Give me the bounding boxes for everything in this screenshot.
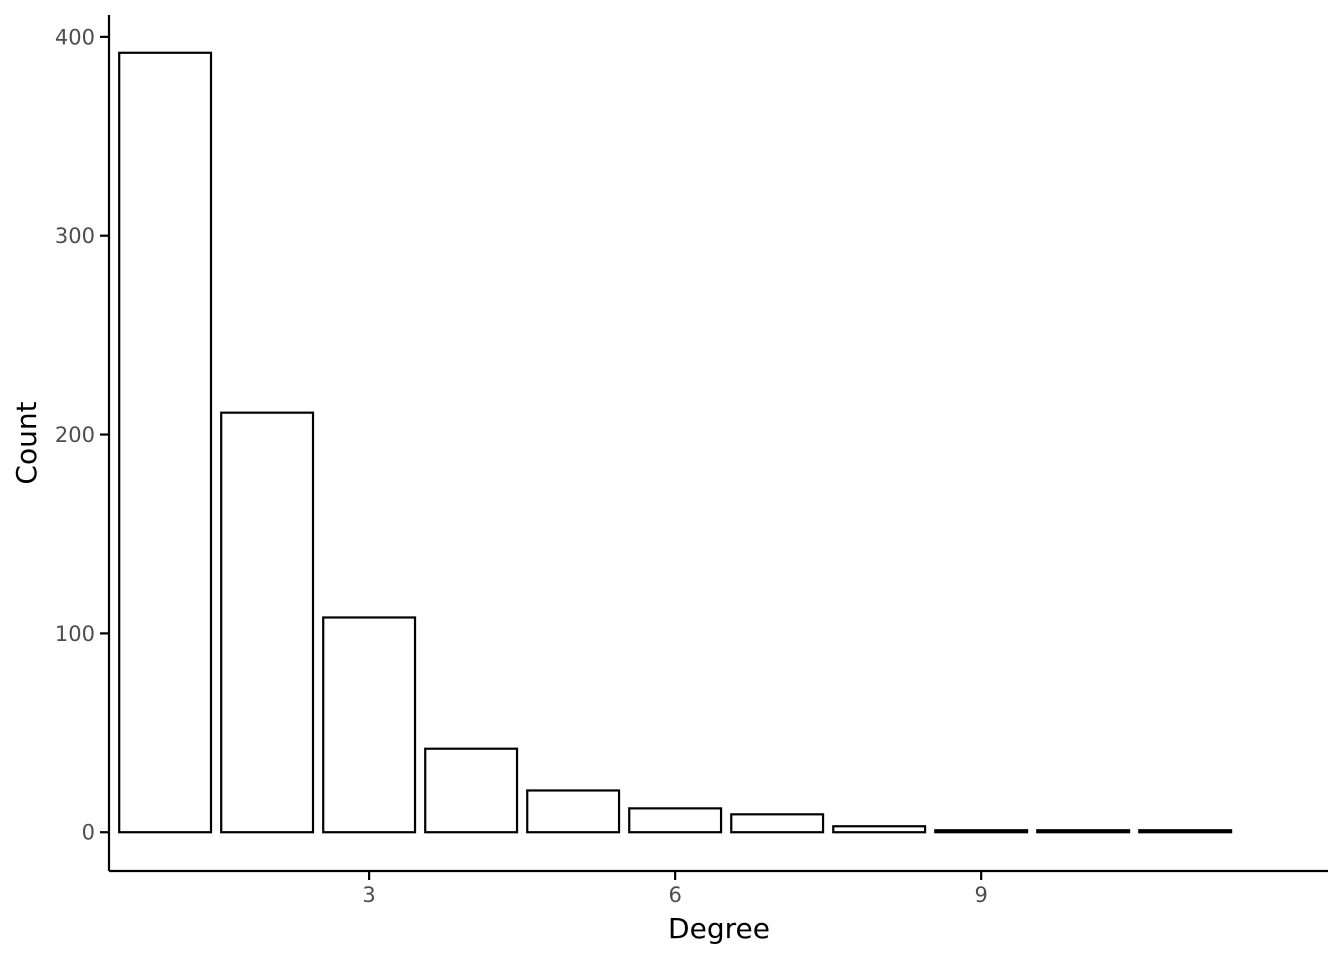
x-tick-label: 9	[974, 883, 987, 907]
bars-layer	[118, 51, 1233, 834]
y-axis-ticks: 0 100 200 300 400	[55, 25, 109, 845]
bar-degree-3	[322, 616, 417, 834]
y-tick-label: 200	[55, 423, 95, 447]
bar-degree-5	[526, 789, 621, 834]
x-tick-label: 6	[668, 883, 681, 907]
y-axis-title: Count	[10, 401, 43, 484]
bar-degree-6	[628, 807, 723, 834]
x-axis-title: Degree	[668, 912, 770, 945]
bar-degree-8	[832, 825, 927, 834]
bar-degree-10	[1036, 829, 1131, 834]
bar-degree-7	[730, 813, 825, 834]
bar-degree-2	[220, 411, 315, 834]
x-tick-label: 3	[362, 883, 375, 907]
bar-degree-1	[118, 51, 213, 834]
bar-degree-4	[424, 747, 519, 834]
bar-degree-9	[934, 829, 1029, 834]
x-axis-ticks: 3 6 9	[362, 871, 988, 907]
y-tick-label: 0	[82, 821, 95, 845]
y-tick-label: 100	[55, 622, 95, 646]
y-tick-label: 300	[55, 224, 95, 248]
y-tick-label: 400	[55, 25, 95, 49]
bar-degree-11	[1138, 829, 1233, 834]
